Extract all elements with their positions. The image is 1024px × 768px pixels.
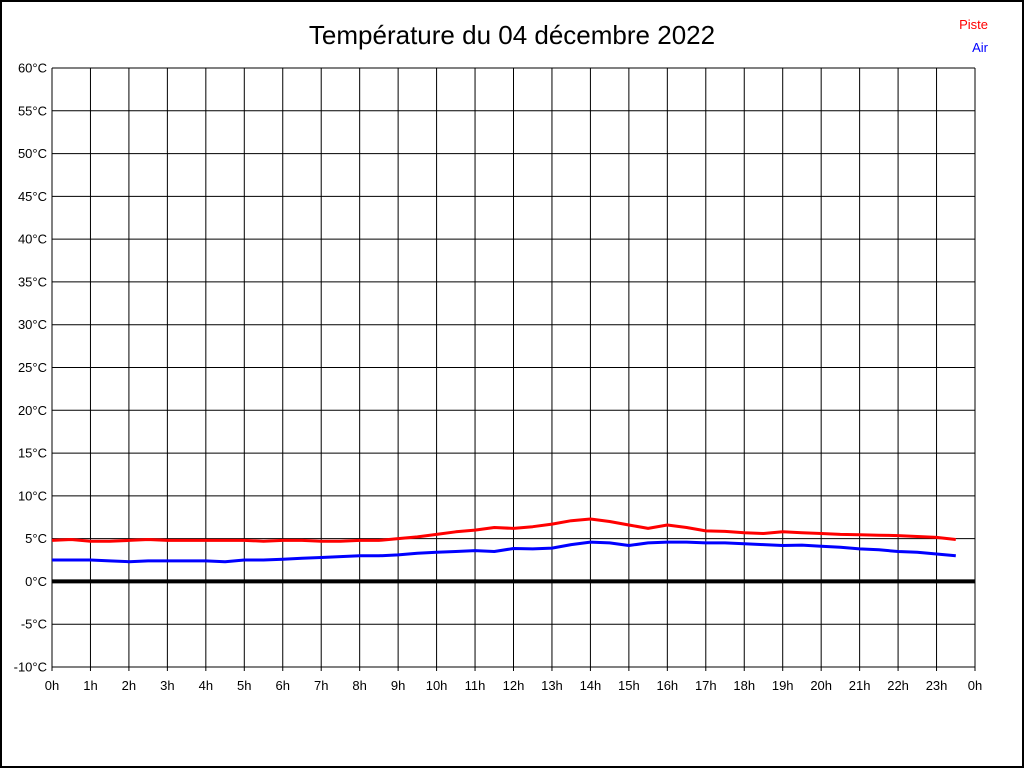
- x-tick-label: 6h: [276, 678, 290, 693]
- y-tick-label: 0°C: [25, 574, 47, 589]
- x-tick-label: 19h: [772, 678, 794, 693]
- x-tick-label: 3h: [160, 678, 174, 693]
- y-tick-label: 10°C: [18, 488, 47, 503]
- y-tick-label: 35°C: [18, 274, 47, 289]
- x-tick-label: 21h: [849, 678, 871, 693]
- y-tick-label: 30°C: [18, 317, 47, 332]
- x-tick-label: 23h: [926, 678, 948, 693]
- x-tick-label: 15h: [618, 678, 640, 693]
- x-tick-label: 13h: [541, 678, 563, 693]
- legend: Piste Air: [959, 13, 988, 59]
- x-tick-label: 12h: [503, 678, 525, 693]
- x-tick-label: 10h: [426, 678, 448, 693]
- x-tick-label: 20h: [810, 678, 832, 693]
- x-tick-label: 5h: [237, 678, 251, 693]
- chart-title: Température du 04 décembre 2022: [308, 20, 716, 50]
- y-tick-label: 20°C: [18, 403, 47, 418]
- x-tick-label: 11h: [465, 678, 486, 693]
- x-tick-label: 16h: [656, 678, 678, 693]
- x-tick-label: 7h: [314, 678, 328, 693]
- x-tick-label: 22h: [887, 678, 909, 693]
- x-tick-label: 8h: [352, 678, 366, 693]
- y-tick-label: 15°C: [18, 446, 47, 461]
- x-tick-label: 18h: [733, 678, 755, 693]
- legend-item-piste: Piste: [959, 17, 988, 32]
- legend-item-air: Air: [972, 40, 988, 55]
- x-tick-label: 17h: [695, 678, 717, 693]
- x-tick-label: 1h: [83, 678, 97, 693]
- piste-temperature-line: [51, 517, 956, 543]
- air-temperature-line: [52, 540, 956, 564]
- y-tick-label: 40°C: [18, 232, 47, 247]
- y-tick-label: -10°C: [14, 660, 47, 675]
- y-tick-label: 55°C: [18, 103, 47, 118]
- x-tick-label: 14h: [580, 678, 602, 693]
- y-tick-label: 50°C: [18, 146, 47, 161]
- x-tick-label: 0h: [968, 678, 982, 693]
- y-tick-label: -5°C: [21, 617, 47, 632]
- y-tick-label: 60°C: [18, 61, 47, 76]
- y-tick-label: 45°C: [18, 189, 47, 204]
- x-tick-label: 2h: [122, 678, 136, 693]
- y-tick-label: 5°C: [25, 531, 47, 546]
- x-tick-label: 9h: [391, 678, 405, 693]
- x-tick-label: 4h: [199, 678, 213, 693]
- x-tick-label: 0h: [45, 678, 59, 693]
- y-tick-label: 25°C: [18, 360, 47, 375]
